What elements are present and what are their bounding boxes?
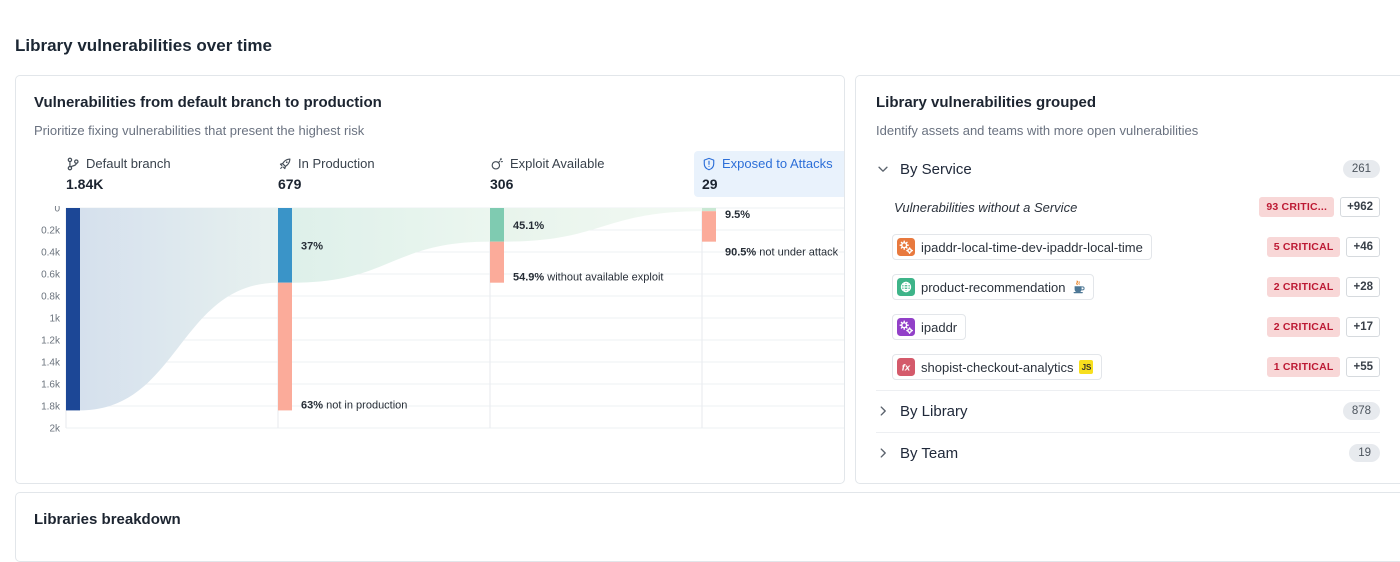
java-icon — [1073, 280, 1085, 294]
stage-label: Exploit Available — [510, 156, 605, 171]
grouped-card-title: Library vulnerabilities grouped — [876, 94, 1097, 111]
more-count-badge: +55 — [1346, 357, 1380, 377]
service-row[interactable]: ipaddr-local-time-dev-ipaddr-local-time … — [876, 232, 1380, 262]
svg-text:9.5%: 9.5% — [725, 209, 750, 221]
stage-value: 679 — [278, 176, 302, 192]
svg-text:1.2k: 1.2k — [41, 336, 61, 347]
service-chip: ipaddr-local-time-dev-ipaddr-local-time — [892, 234, 1152, 260]
stage-value: 29 — [702, 176, 718, 192]
svg-text:0.2k: 0.2k — [41, 226, 61, 237]
critical-badge: 93 CRITIC... — [1259, 197, 1335, 217]
service-chip: product-recommendation — [892, 274, 1094, 300]
funnel-card-title: Vulnerabilities from default branch to p… — [34, 94, 382, 111]
chevron-down-icon — [878, 166, 888, 172]
group-count-badge: 878 — [1342, 402, 1380, 420]
breakdown-card-title: Libraries breakdown — [34, 511, 181, 528]
stage-default-branch[interactable]: Default branch 1.84K — [58, 151, 179, 197]
page-title: Library vulnerabilities over time — [15, 36, 272, 55]
divider — [876, 432, 1380, 433]
stage-label: Default branch — [86, 156, 171, 171]
svg-text:2k: 2k — [49, 424, 61, 435]
service-row[interactable]: product-recommendation 2 CRITICAL +28 — [876, 272, 1380, 302]
git-branch-icon — [67, 157, 79, 170]
group-by-team[interactable]: By Team 19 — [876, 440, 1380, 466]
dashboard: Library vulnerabilities over time Vulner… — [15, 36, 1400, 562]
gears-icon — [897, 238, 915, 256]
funnel-sankey-chart[interactable]: 0 0.2k 0.4k 0.6k 0.8k 1k 1.2k 1.4k 1.6k 1.8k 2k 37%… — [16, 206, 845, 448]
service-row[interactable]: fx shopist-checkout-analytics JS 1 CRITI… — [876, 352, 1380, 382]
svg-text:37%: 37% — [301, 240, 323, 252]
stage-exploit-available[interactable]: Exploit Available 306 — [482, 151, 612, 197]
svg-text:1k: 1k — [49, 314, 61, 325]
stage-exposed-to-attacks[interactable]: Exposed to Attacks 29 — [694, 151, 844, 197]
svg-text:54.9% without available exploi: 54.9% without available exploit — [513, 272, 663, 284]
svg-text:1.8k: 1.8k — [41, 402, 61, 413]
svg-text:0: 0 — [54, 206, 60, 215]
divider — [876, 390, 1380, 391]
svg-text:63% not in production: 63% not in production — [301, 399, 407, 411]
bomb-icon — [491, 157, 503, 170]
funnel-card-subtitle: Prioritize fixing vulnerabilities that p… — [34, 123, 365, 138]
group-label: By Service — [900, 160, 972, 178]
service-chip: ipaddr — [892, 314, 967, 340]
stage-value: 1.84K — [66, 176, 104, 192]
stage-in-production[interactable]: In Production 679 — [270, 151, 383, 197]
svg-text:0.4k: 0.4k — [41, 248, 61, 259]
javascript-icon: JS — [1079, 360, 1094, 374]
funnel-card: Vulnerabilities from default branch to p… — [15, 75, 845, 484]
service-chip: fx shopist-checkout-analytics JS — [892, 354, 1103, 380]
service-name: Vulnerabilities without a Service — [894, 199, 1078, 215]
group-label: By Library — [900, 402, 968, 420]
breakdown-card: Libraries breakdown — [15, 492, 1400, 562]
group-count-badge: 261 — [1342, 160, 1380, 178]
chevron-right-icon — [880, 406, 886, 416]
more-count-badge: +46 — [1346, 237, 1380, 257]
service-name: ipaddr — [921, 319, 958, 335]
service-row[interactable]: ipaddr 2 CRITICAL +17 — [876, 312, 1380, 342]
svg-text:45.1%: 45.1% — [513, 220, 544, 232]
svg-text:fx: fx — [902, 363, 911, 374]
chevron-right-icon — [880, 448, 886, 458]
gears-icon — [897, 318, 915, 336]
svg-text:1.4k: 1.4k — [41, 358, 61, 369]
critical-badge: 2 CRITICAL — [1266, 277, 1341, 297]
group-by-library[interactable]: By Library 878 — [876, 398, 1380, 424]
stage-label: Exposed to Attacks — [722, 156, 833, 171]
service-row-no-service[interactable]: Vulnerabilities without a Service 93 CRI… — [876, 192, 1380, 222]
stage-value: 306 — [490, 176, 514, 192]
group-by-service[interactable]: By Service 261 — [876, 156, 1380, 182]
stage-label: In Production — [298, 156, 375, 171]
svg-text:90.5% not under attack: 90.5% not under attack — [725, 247, 839, 259]
service-name: product-recommendation — [921, 279, 1066, 295]
fx-icon: fx — [897, 358, 915, 376]
service-name: ipaddr-local-time-dev-ipaddr-local-time — [921, 239, 1143, 255]
shield-alert-icon — [703, 157, 715, 170]
critical-badge: 2 CRITICAL — [1266, 317, 1341, 337]
globe-icon — [897, 278, 915, 296]
more-count-badge: +17 — [1346, 317, 1380, 337]
grouped-card-subtitle: Identify assets and teams with more open… — [876, 123, 1199, 138]
service-name: shopist-checkout-analytics — [921, 359, 1074, 375]
group-label: By Team — [900, 444, 959, 462]
more-count-badge: +962 — [1340, 197, 1380, 217]
svg-text:1.6k: 1.6k — [41, 380, 61, 391]
critical-badge: 1 CRITICAL — [1266, 357, 1341, 377]
more-count-badge: +28 — [1346, 277, 1380, 297]
group-count-badge: 19 — [1349, 444, 1380, 462]
grouped-card: Library vulnerabilities grouped Identify… — [855, 75, 1400, 484]
svg-text:0.6k: 0.6k — [41, 270, 61, 281]
critical-badge: 5 CRITICAL — [1266, 237, 1341, 257]
rocket-icon — [279, 158, 291, 169]
svg-text:0.8k: 0.8k — [41, 292, 61, 303]
